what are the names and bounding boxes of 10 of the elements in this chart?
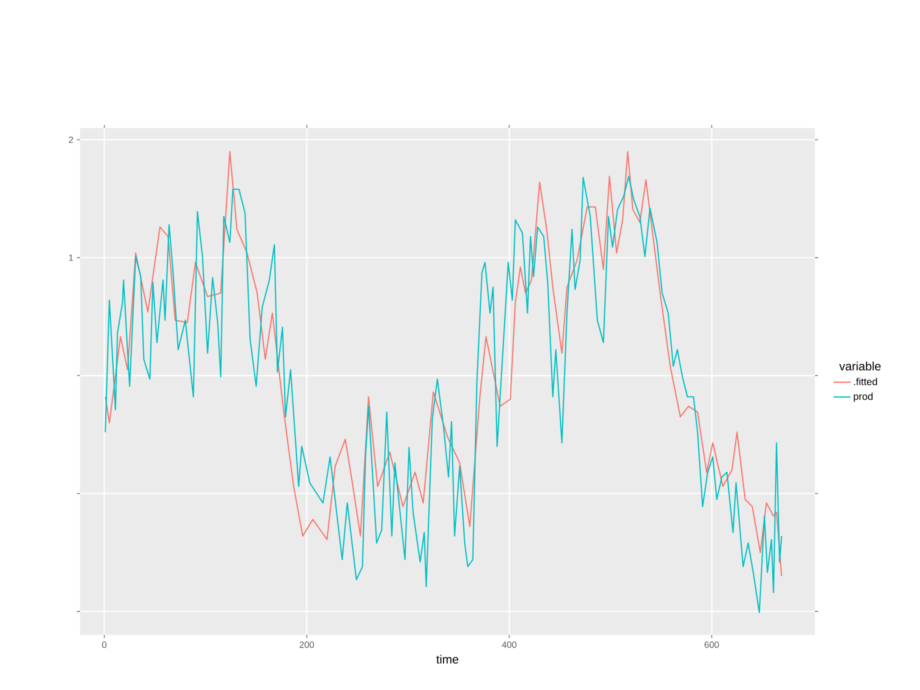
x-tick-label: 600 — [704, 642, 719, 648]
y-tick-label: 1 — [69, 254, 74, 261]
x-axis-title: time — [436, 654, 458, 664]
x-tick-label: 400 — [502, 642, 516, 648]
legend-label: .fitted — [854, 378, 878, 386]
y-tick-label: 2 — [68, 136, 74, 143]
x-tick-label: 0 — [102, 642, 106, 648]
x-tick-label: 200 — [300, 642, 314, 648]
legend-label: prod — [854, 392, 873, 402]
legend-title: variable — [839, 362, 881, 370]
